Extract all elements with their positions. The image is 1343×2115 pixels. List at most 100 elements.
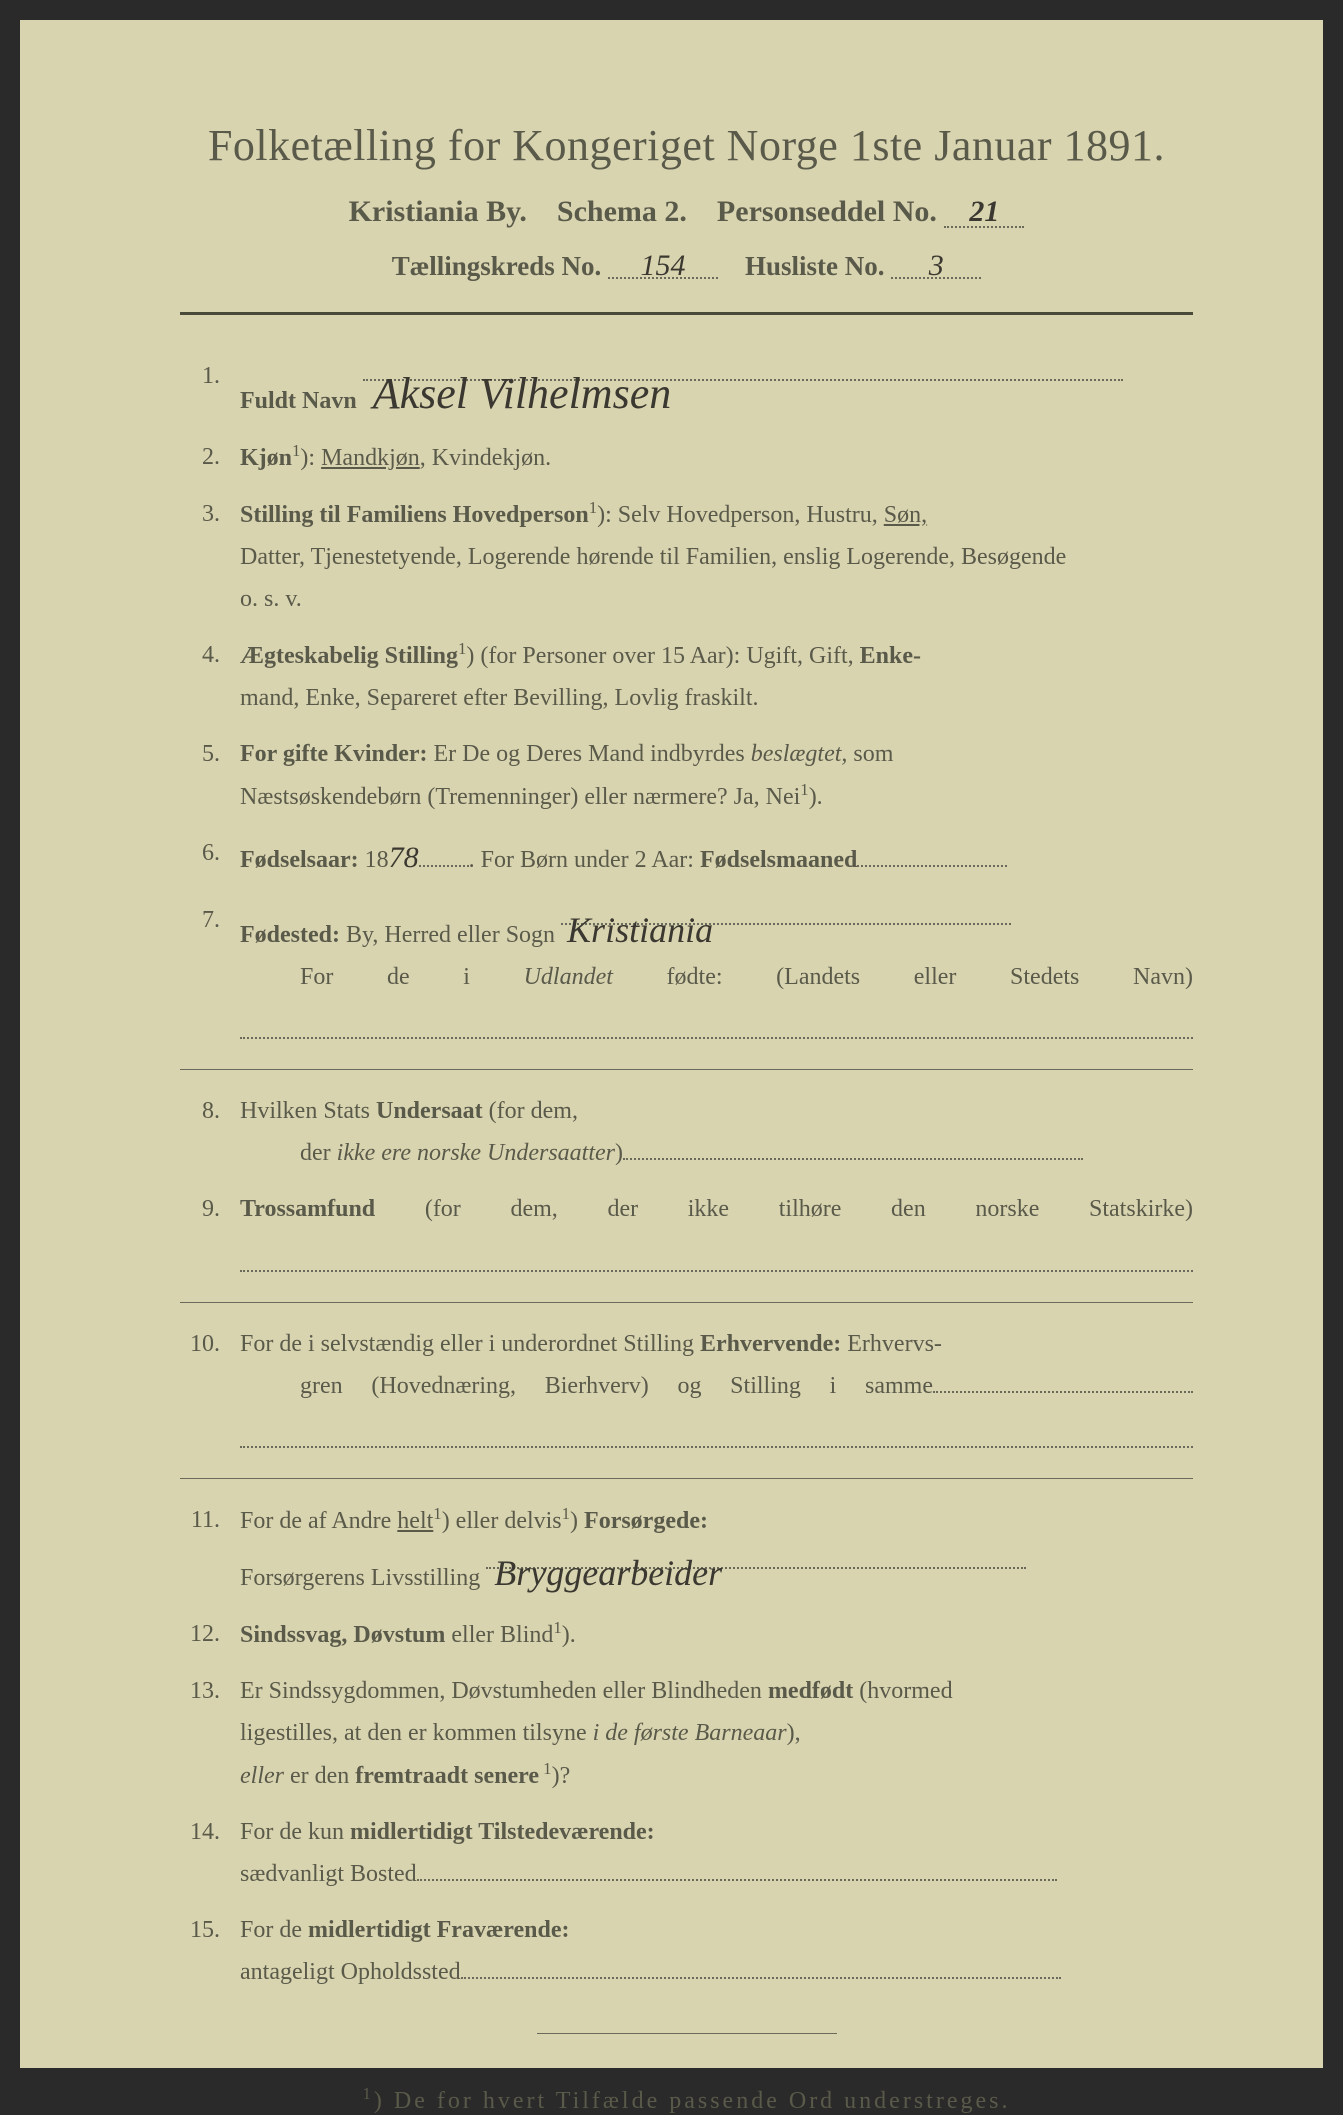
subtitle-row: Kristiania By. Schema 2. Personseddel No… [180,195,1193,229]
abroad-word: Udlandet [524,964,613,990]
section-divider [180,1069,1193,1070]
later-word: fremtraadt senere [355,1763,539,1789]
item-number: 12. [180,1613,240,1655]
item-content: Fuldt Navn Aksel Vilhelmsen [240,355,1193,422]
marital-options: mand, Enke, Separeret efter Bevilling, L… [240,685,759,711]
item-13: 13. Er Sindssygdommen, Døvstumheden elle… [180,1670,1193,1797]
first-years-text: i de første Barneaar [593,1720,787,1746]
item-number: 11. [180,1499,240,1541]
kinship-text: Næstsøskendebørn (Tremenninger) eller næ… [240,784,800,810]
census-form-page: Folketælling for Kongeriget Norge 1ste J… [20,20,1323,2068]
item-number: 15. [180,1909,240,1951]
item-1: 1. Fuldt Navn Aksel Vilhelmsen [180,355,1193,422]
item-3: 3. Stilling til Familiens Hovedperson1):… [180,493,1193,620]
item-14: 14. For de kun midlertidigt Tilstedevære… [180,1811,1193,1895]
personseddel-value: 21 [969,195,999,228]
item-number: 2. [180,436,240,478]
or-word: eller [240,1763,284,1789]
footnote-text: ) De for hvert Tilfælde passende Ord und… [374,2088,1011,2114]
item-number: 13. [180,1670,240,1712]
item-content: Kjøn1): Mandkjøn, Kvindekjøn. [240,436,1193,479]
field-label: Undersaat [376,1098,483,1124]
item-12: 12. Sindssvag, Døvstum eller Blind1). [180,1613,1193,1656]
field-label: Fødselsaar: [240,847,359,873]
wholly-word: helt [397,1508,433,1534]
item-10: 10. For de i selvstændig eller i underor… [180,1323,1193,1463]
item-number: 8. [180,1090,240,1132]
related-word: beslægtet, [751,741,848,767]
item-15: 15. For de midlertidigt Fraværende: anta… [180,1909,1193,1993]
item-8: 8. Hvilken Stats Undersaat (for dem, der… [180,1090,1193,1174]
footnote-ref: 1 [589,498,597,517]
field-label: Trossamfund [240,1196,375,1222]
not-norwegian-text: ikke ere norske Undersaatter [337,1140,615,1166]
item-6: 6. Fødselsaar: 1878. For Børn under 2 Aa… [180,832,1193,885]
item-number: 4. [180,634,240,676]
footnote-divider [537,2033,837,2034]
earning-label: Erhvervende: [700,1331,841,1357]
provider-occupation-value: Bryggearbeider [486,1542,722,1605]
field-label: Fuldt Navn [240,388,357,414]
item-content: For de midlertidigt Fraværende: antageli… [240,1909,1193,1993]
field-label: Fødested: [240,922,340,948]
item-number: 9. [180,1188,240,1230]
footnote-marker: 1 [363,2084,374,2103]
item-content: Er Sindssygdommen, Døvstumheden eller Bl… [240,1670,1193,1797]
header-divider [180,312,1193,315]
personseddel-label: Personseddel No. [717,195,937,228]
field-label: midlertidigt Fraværende: [308,1917,570,1943]
item-content: For de kun midlertidigt Tilstedeværende:… [240,1811,1193,1895]
field-label: midlertidigt Tilstedeværende: [350,1819,655,1845]
supported-label: Forsørgede: [584,1508,708,1534]
footnote-ref: 1 [539,1759,552,1778]
item-content: Sindssvag, Døvstum eller Blind1). [240,1613,1193,1656]
etc-text: o. s. v. [240,586,302,612]
footnote-ref: 1 [553,1618,561,1637]
item-number: 10. [180,1323,240,1365]
main-title: Folketælling for Kongeriget Norge 1ste J… [180,120,1193,171]
dotted-line [240,1006,1193,1040]
footnote-ref: 1 [562,1504,570,1523]
field-label: For gifte Kvinder: [240,741,428,767]
item-content: For de i selvstændig eller i underordnet… [240,1323,1193,1463]
item-number: 14. [180,1811,240,1853]
item-content: Ægteskabelig Stilling1) (for Personer ov… [240,634,1193,719]
option-female: Kvindekjøn. [432,445,551,471]
item-number: 1. [180,355,240,397]
item-2: 2. Kjøn1): Mandkjøn, Kvindekjøn. [180,436,1193,479]
field-label: Ægteskabelig Stilling [240,643,458,669]
section-divider [180,1302,1193,1303]
option-widower: Enke- [860,643,921,669]
dotted-line [240,1238,1193,1272]
section-divider [180,1478,1193,1479]
item-content: Hvilken Stats Undersaat (for dem, der ik… [240,1090,1193,1174]
item-content: Stilling til Familiens Hovedperson1): Se… [240,493,1193,620]
field-label: Stilling til Familiens Hovedperson [240,502,589,528]
item-content: Trossamfund (for dem, der ikke tilhøre d… [240,1188,1193,1286]
item-11: 11. For de af Andre helt1) eller delvis1… [180,1499,1193,1599]
city-label: Kristiania By. [349,195,527,228]
birth-month-label: Fødselsmaaned [700,847,857,873]
item-content: For de af Andre helt1) eller delvis1) Fo… [240,1499,1193,1599]
item-number: 7. [180,899,240,941]
footnote: 1) De for hvert Tilfælde passende Ord un… [180,2084,1193,2115]
option-male: Mandkjøn [321,445,420,471]
husliste-label: Husliste No. [745,251,885,281]
item-4: 4. Ægteskabelig Stilling1) (for Personer… [180,634,1193,719]
birthplace-value: Kristiania [561,899,713,962]
birth-year-value: 78 [389,841,419,874]
item-number: 5. [180,733,240,775]
item-9: 9. Trossamfund (for dem, der ikke tilhør… [180,1188,1193,1286]
congenital-word: medfødt [768,1678,853,1704]
schema-label: Schema 2. [557,195,687,228]
footnote-ref: 1 [433,1504,441,1523]
item-content: Fødselsaar: 1878. For Børn under 2 Aar: … [240,832,1193,885]
kreds-value: 154 [641,249,686,282]
item-5: 5. For gifte Kvinder: Er De og Deres Man… [180,733,1193,818]
husliste-value: 3 [929,249,944,282]
item-7: 7. Fødested: By, Herred eller Sogn Krist… [180,899,1193,1054]
item-number: 3. [180,493,240,535]
relation-options: Datter, Tjenestetyende, Logerende hørend… [240,544,1066,570]
kreds-label: Tællingskreds No. [392,251,602,281]
footnote-ref: 1 [800,780,808,799]
